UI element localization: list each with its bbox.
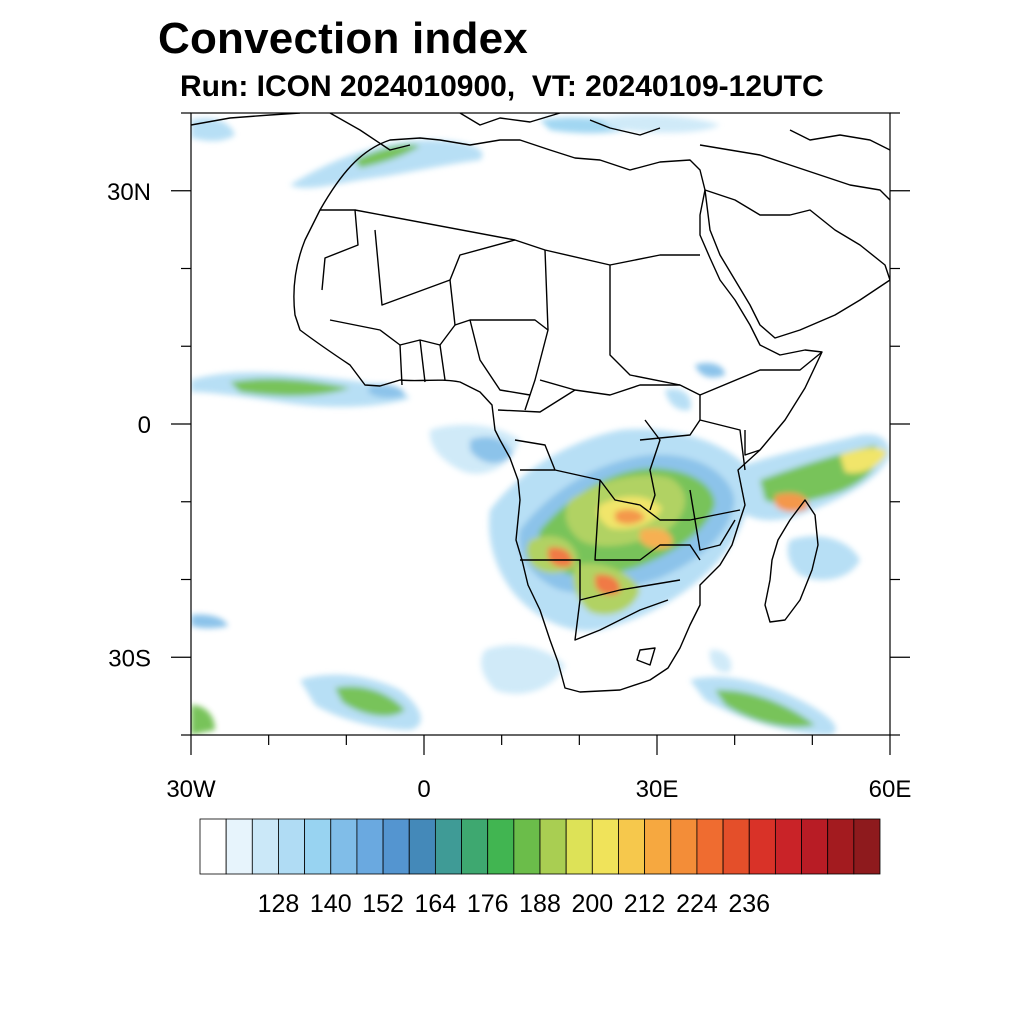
colorbar-label: 152 [362,890,404,918]
lon-tick-label: 30W [166,776,216,803]
lat-tick-label: 30N [107,179,151,206]
colorbar-swatch [251,818,279,875]
colorbar [199,818,881,875]
colorbar-swatch [827,818,855,875]
plot-frame [190,112,891,736]
lon-tick-label: 0 [417,776,430,803]
coastlines-borders [191,113,890,693]
lat-tick-label: 30S [108,645,151,672]
colorbar-label: 224 [676,890,718,918]
map-title: Convection index [158,14,528,63]
convection-field [191,114,890,735]
map-subtitle: Run: ICON 2024010900, VT: 20240109-12UTC [180,70,824,103]
lat-tick-label: 0 [138,412,151,439]
colorbar-swatch [853,818,881,875]
lon-tick-label: 60E [869,776,912,803]
colorbar-swatch [722,818,750,875]
colorbar-label: 164 [415,890,457,918]
colorbar-label: 200 [571,890,613,918]
colorbar-label: 176 [467,890,509,918]
colorbar-swatch [330,818,358,875]
colorbar-swatch [696,818,724,875]
colorbar-swatch [225,818,253,875]
colorbar-swatch [304,818,332,875]
colorbar-swatch [199,818,227,875]
colorbar-swatch [539,818,567,875]
colorbar-swatch [670,818,698,875]
colorbar-label: 128 [258,890,300,918]
colorbar-label: 236 [728,890,770,918]
colorbar-swatch [278,818,306,875]
colorbar-swatch [591,818,619,875]
axis-labels: 30N 0 30S 30W 0 30E 60E [107,179,911,803]
colorbar-label: 140 [310,890,352,918]
colorbar-swatch [748,818,776,875]
lon-tick-label: 30E [636,776,679,803]
colorbar-swatch [513,818,541,875]
colorbar-swatch [618,818,646,875]
colorbar-swatch [801,818,829,875]
colorbar-label: 188 [519,890,561,918]
colorbar-swatch [565,818,593,875]
colorbar-label: 212 [624,890,666,918]
colorbar-swatch [408,818,436,875]
tick-marks [171,112,910,755]
colorbar-swatch [356,818,384,875]
colorbar-swatch [644,818,672,875]
colorbar-swatch [434,818,462,875]
colorbar-swatch [461,818,489,875]
colorbar-swatch [382,818,410,875]
colorbar-labels: 128 140 152 164 176 188 200 212 224 236 [258,890,770,918]
colorbar-swatch [487,818,515,875]
colorbar-swatch [774,818,802,875]
